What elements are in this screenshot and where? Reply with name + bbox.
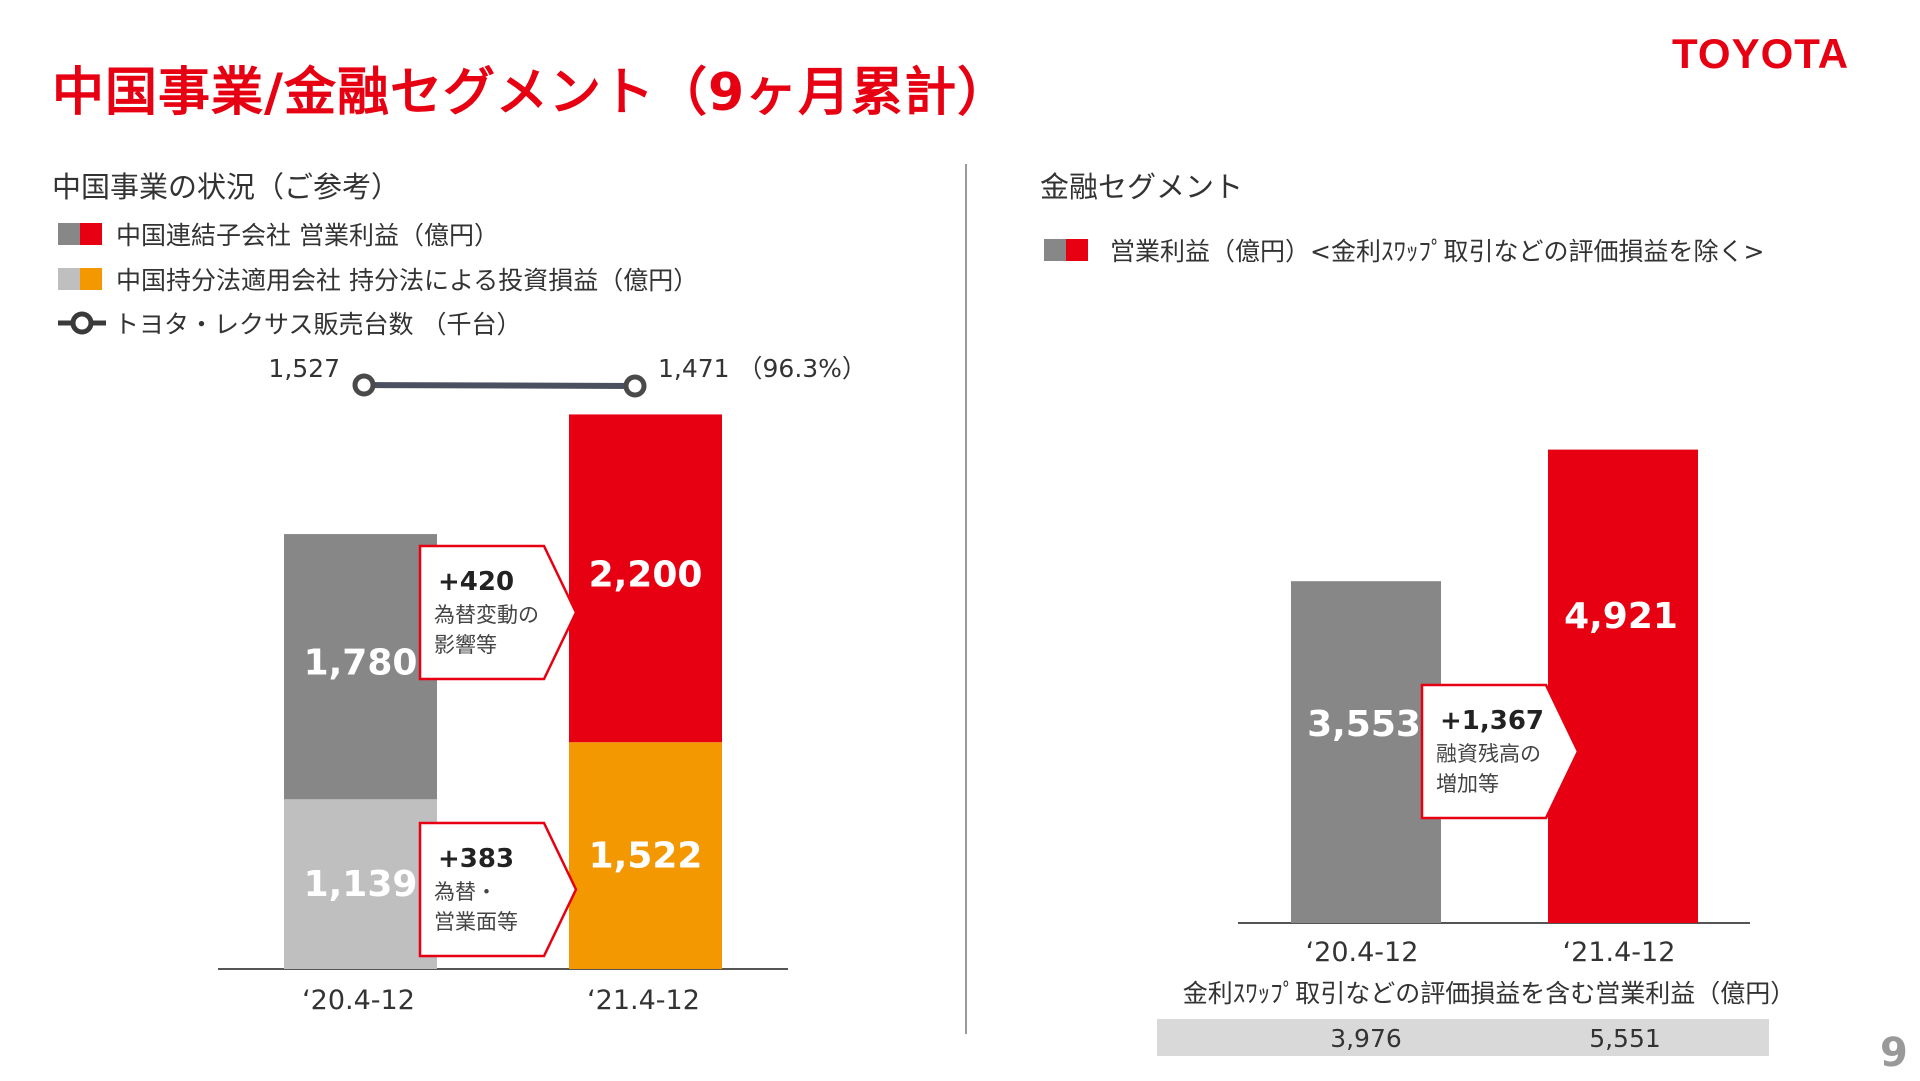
callout-finance-text: 増加等 <box>1436 772 1499 796</box>
legend-swatch-red <box>80 223 102 245</box>
bar-label: 1,780 <box>304 643 418 684</box>
legend-item-sales: トヨタ・レクサス販売台数 （千台） <box>58 305 521 341</box>
toyota-logo: TOYOTA <box>1672 30 1850 77</box>
footnote-label: 金利ｽﾜｯﾌﾟ取引などの評価損益を含む営業利益（億円） <box>1183 979 1796 1008</box>
bar-label: 2,200 <box>589 554 703 595</box>
sales-label: 1,471 （96.3%） <box>658 354 867 383</box>
callout-lower-text: 為替・ <box>434 880 497 904</box>
footnote-band <box>1157 1019 1769 1056</box>
footnote-value-2: 5,551 <box>1589 1024 1661 1053</box>
legend-label: 営業利益（億円）<金利ｽﾜｯﾌﾟ取引などの評価損益を除く> <box>1110 237 1765 266</box>
legend-swatch-red <box>1066 239 1088 261</box>
callout-upper <box>418 544 578 681</box>
sales-label: 1,527 <box>268 354 340 383</box>
callout-upper-text: 影響等 <box>434 633 497 657</box>
sales-point <box>352 373 376 397</box>
bar-label: 1,139 <box>304 864 418 905</box>
bar-label: 3,553 <box>1307 704 1421 745</box>
legend-item-consolidated: 中国連結子会社 営業利益（億円） <box>58 216 499 252</box>
page-number: 9 <box>1880 1030 1908 1076</box>
legend-label: 中国持分法適用会社 持分法による投資損益（億円） <box>116 266 699 295</box>
callout-upper-text: 為替変動の <box>434 603 539 627</box>
category-label: ‘20.4-12 <box>302 985 415 1016</box>
category-label: ‘21.4-12 <box>587 985 700 1016</box>
legend-item-equity: 中国持分法適用会社 持分法による投資損益（億円） <box>58 261 698 297</box>
bar-finance-2 <box>1548 449 1698 923</box>
bar-label: 4,921 <box>1564 596 1678 637</box>
bar-equity-1 <box>284 799 437 969</box>
bar-consolidated-2 <box>569 414 722 743</box>
legend-swatch-gray <box>58 223 80 245</box>
bar-finance-1 <box>1291 581 1441 923</box>
china-heading: 中国事業の状況（ご参考） <box>52 170 401 204</box>
bar-label: 1,522 <box>589 836 703 877</box>
finance-heading: 金融セグメント <box>1040 170 1244 204</box>
callout-upper-value: +420 <box>438 567 514 597</box>
china-chart: 1,139 1,780 ‘20.4-12 1,522 2,200 ‘21.4-12 1,52… <box>218 354 867 1016</box>
sales-line <box>363 382 636 389</box>
category-label: ‘20.4-12 <box>1306 937 1419 968</box>
callout-lower <box>418 821 578 958</box>
callout-lower-text: 営業面等 <box>434 910 518 934</box>
divider <box>965 164 967 1034</box>
callout-finance-text: 融資残高の <box>1436 742 1541 766</box>
bar-equity-2 <box>569 742 722 969</box>
sales-point <box>623 374 647 398</box>
category-label: ‘21.4-12 <box>1563 937 1676 968</box>
legend-swatch-gray <box>1044 239 1066 261</box>
callout-finance-value: +1,367 <box>1440 706 1544 736</box>
legend-swatch-orange <box>80 268 102 290</box>
legend-swatch-light-gray <box>58 268 80 290</box>
page-title: 中国事業/金融セグメント（9ヶ月累計） <box>52 63 1011 123</box>
legend-label: トヨタ・レクサス販売台数 （千台） <box>114 310 522 339</box>
callout-finance <box>1420 683 1580 820</box>
line-marker-icon <box>58 311 106 335</box>
legend-item-finance: 営業利益（億円）<金利ｽﾜｯﾌﾟ取引などの評価損益を除く> <box>1044 232 1764 268</box>
bar-consolidated-1 <box>284 534 437 800</box>
legend-label: 中国連結子会社 営業利益（億円） <box>116 221 499 250</box>
footnote-value-1: 3,976 <box>1330 1024 1402 1053</box>
callout-lower-value: +383 <box>438 844 514 874</box>
